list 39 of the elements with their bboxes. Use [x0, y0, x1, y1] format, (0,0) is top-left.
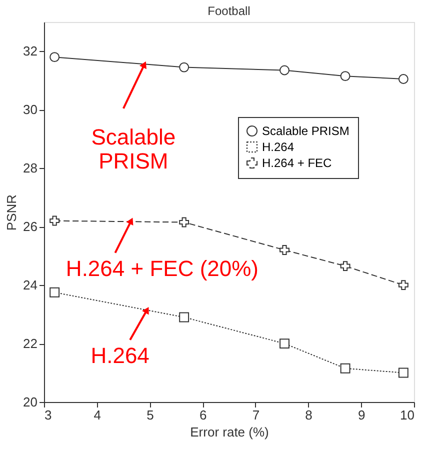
y-tick-label: 26 [23, 219, 38, 234]
y-tick-label: 28 [23, 160, 38, 176]
annotation: H.264 [90, 342, 150, 368]
annotation: Scalable PRISM [91, 124, 176, 174]
point [179, 62, 190, 72]
annotation: H.264 + FEC (20%) [66, 256, 259, 281]
y-tick-label: 30 [23, 102, 38, 118]
point [280, 65, 290, 76]
x-tick-label: 5 [146, 408, 154, 422]
point [340, 261, 350, 272]
y-tick-label: 32 [23, 44, 38, 59]
point [50, 52, 60, 62]
y-tick-label: 22 [23, 336, 38, 352]
x-tick-label: 4 [94, 408, 101, 422]
point [280, 338, 290, 349]
point [340, 71, 350, 82]
point [179, 217, 190, 228]
y-axis-title: PSNR [4, 194, 20, 231]
legend-label: H.264 [262, 140, 294, 154]
legend-label: Scalable PRISM [262, 124, 350, 138]
point [179, 312, 190, 322]
x-axis-title: Error rate (%) [190, 424, 269, 440]
y-tick-label: 20 [23, 394, 38, 410]
x-tick-label: 10 [400, 408, 414, 422]
x-tick-label: 9 [358, 408, 366, 422]
x-tick-label: 7 [252, 408, 260, 422]
x-tick-label: 3 [44, 408, 52, 422]
point [398, 74, 408, 84]
point [340, 363, 350, 374]
point [398, 280, 408, 290]
x-tick-label: 6 [199, 408, 207, 422]
x-tick-label: 8 [305, 408, 312, 422]
point [50, 287, 60, 298]
legend-label: H.264 + FEC [262, 156, 332, 170]
point [398, 368, 408, 378]
point [280, 245, 290, 255]
point [50, 216, 60, 226]
y-tick-label: 24 [23, 278, 38, 293]
chart-title: Football [208, 4, 250, 18]
